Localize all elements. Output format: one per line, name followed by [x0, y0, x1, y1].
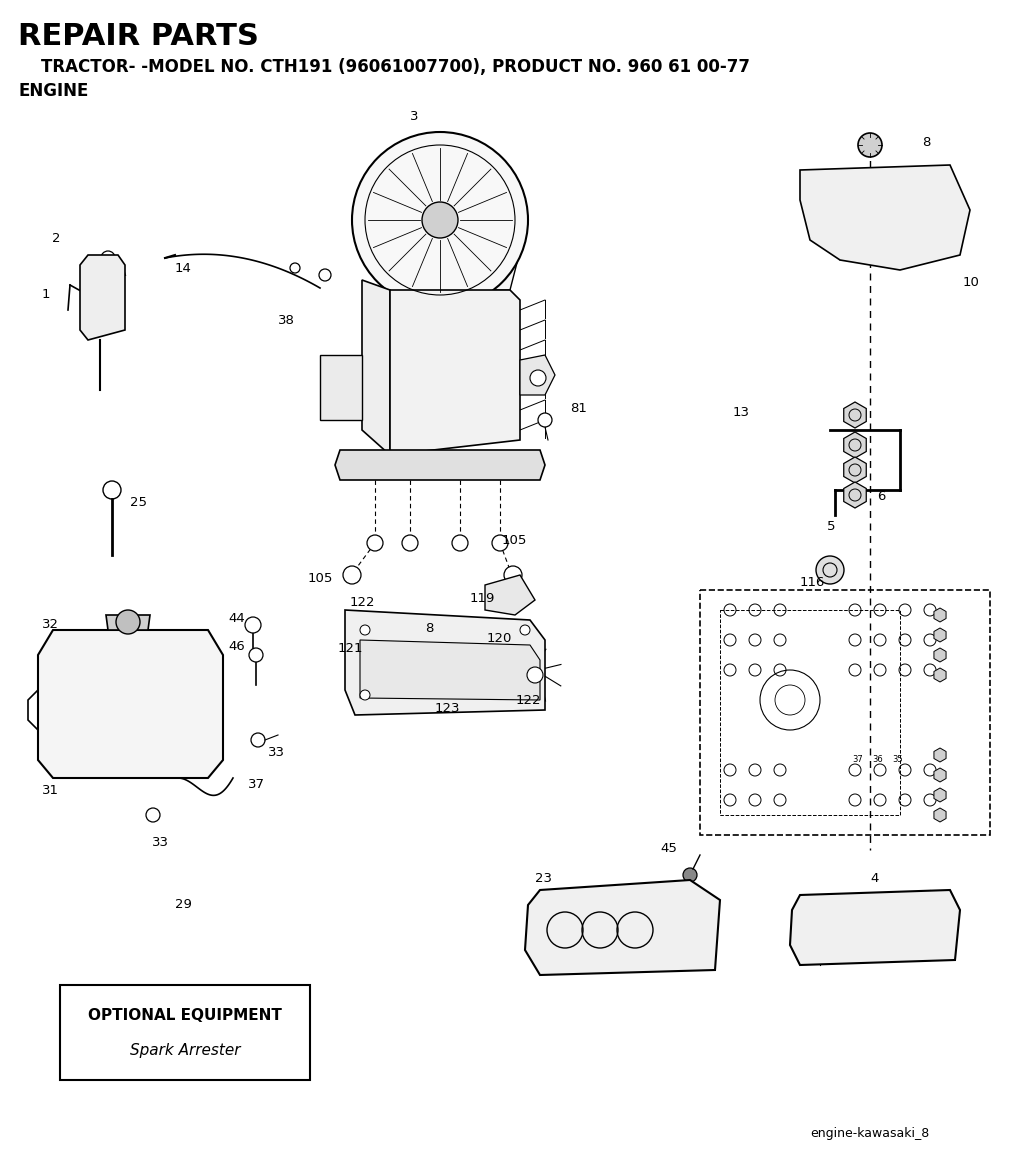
Text: 37: 37	[248, 778, 265, 792]
Text: 46: 46	[228, 641, 245, 654]
Polygon shape	[106, 615, 150, 630]
Circle shape	[683, 868, 697, 882]
Bar	[720, 611, 900, 815]
Circle shape	[492, 535, 508, 551]
Text: 3: 3	[410, 110, 419, 123]
Circle shape	[816, 556, 844, 584]
Text: 10: 10	[963, 277, 980, 290]
Text: 6: 6	[877, 491, 886, 504]
Text: TRACTOR- -MODEL NO. CTH191 (96061007700), PRODUCT NO. 960 61 00-77: TRACTOR- -MODEL NO. CTH191 (96061007700)…	[18, 58, 750, 76]
Circle shape	[530, 370, 546, 386]
Polygon shape	[319, 355, 362, 420]
Text: 119: 119	[470, 592, 496, 605]
Text: 33: 33	[152, 836, 169, 849]
Circle shape	[103, 481, 121, 499]
Circle shape	[538, 413, 552, 427]
Polygon shape	[520, 355, 555, 395]
Circle shape	[116, 611, 140, 634]
Polygon shape	[38, 630, 223, 778]
Text: 38: 38	[278, 314, 295, 327]
Polygon shape	[335, 450, 545, 480]
Circle shape	[858, 133, 882, 157]
Text: 81: 81	[570, 401, 587, 414]
Polygon shape	[390, 290, 520, 455]
Circle shape	[360, 690, 370, 700]
Text: 33: 33	[268, 747, 285, 759]
Text: ENGINE: ENGINE	[18, 83, 88, 100]
Polygon shape	[352, 220, 528, 290]
Text: 8: 8	[425, 621, 433, 635]
Text: 32: 32	[42, 619, 59, 632]
Circle shape	[101, 251, 115, 265]
Text: Spark Arrester: Spark Arrester	[130, 1042, 241, 1057]
Circle shape	[360, 625, 370, 635]
Text: REPAIR PARTS: REPAIR PARTS	[18, 22, 259, 51]
Text: 36: 36	[872, 756, 884, 764]
Circle shape	[367, 535, 383, 551]
Text: 29: 29	[175, 899, 191, 912]
Circle shape	[352, 131, 528, 308]
Polygon shape	[345, 611, 545, 715]
Text: 105: 105	[308, 571, 334, 585]
Text: 1: 1	[42, 288, 50, 301]
Circle shape	[527, 668, 543, 683]
Circle shape	[290, 263, 300, 273]
Text: 116: 116	[800, 576, 825, 588]
Polygon shape	[80, 255, 125, 340]
Text: 35: 35	[893, 756, 903, 764]
Text: 121: 121	[338, 642, 364, 655]
Circle shape	[520, 625, 530, 635]
Polygon shape	[525, 880, 720, 975]
Text: 2: 2	[52, 231, 60, 244]
Text: OPTIONAL EQUIPMENT: OPTIONAL EQUIPMENT	[88, 1007, 282, 1022]
Text: 37: 37	[853, 756, 863, 764]
Text: 5: 5	[827, 521, 836, 534]
Polygon shape	[790, 890, 961, 965]
Polygon shape	[360, 640, 540, 700]
Text: engine-kawasaki_8: engine-kawasaki_8	[810, 1127, 929, 1140]
Circle shape	[251, 733, 265, 747]
Polygon shape	[485, 575, 535, 615]
Text: 23: 23	[535, 871, 552, 885]
Text: 123: 123	[435, 701, 461, 714]
Bar	[60, 985, 310, 1080]
Text: 31: 31	[42, 784, 59, 797]
Text: 120: 120	[487, 632, 512, 644]
Circle shape	[504, 566, 522, 584]
Circle shape	[452, 535, 468, 551]
Text: 8: 8	[922, 136, 931, 150]
Text: 105: 105	[502, 534, 527, 547]
Circle shape	[319, 269, 331, 281]
Circle shape	[422, 202, 458, 238]
Text: 122: 122	[350, 597, 376, 609]
Text: 14: 14	[175, 262, 191, 274]
Circle shape	[146, 808, 160, 822]
Text: 44: 44	[228, 612, 245, 625]
Polygon shape	[362, 280, 390, 455]
Circle shape	[245, 618, 261, 633]
Bar	[700, 590, 990, 835]
Text: 4: 4	[870, 871, 879, 885]
Circle shape	[249, 648, 263, 662]
Text: 25: 25	[130, 497, 147, 509]
Text: 13: 13	[733, 406, 750, 419]
Circle shape	[343, 566, 361, 584]
Text: 45: 45	[660, 842, 677, 855]
Polygon shape	[800, 165, 970, 270]
Circle shape	[402, 535, 418, 551]
Text: 122: 122	[516, 693, 542, 706]
